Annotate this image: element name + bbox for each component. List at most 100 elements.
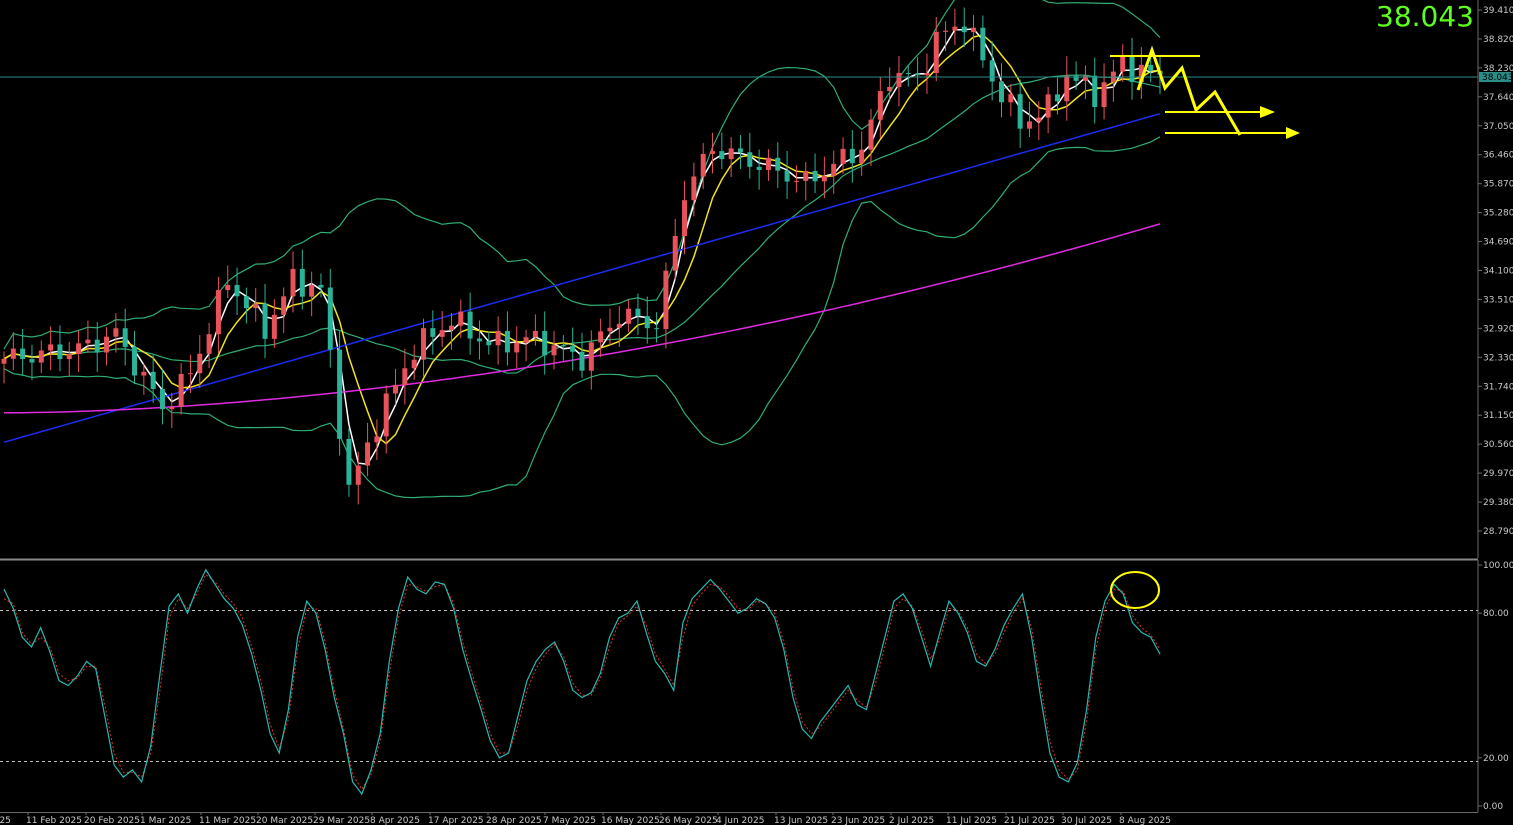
candle-body	[309, 284, 315, 297]
stochastic-panel[interactable]: 100.00 80.00 20.00 0.00	[0, 560, 1513, 812]
date-label: 13 Jun 2025	[774, 816, 828, 825]
price-tick-label: 33.510	[1483, 295, 1513, 305]
ma-slow-line	[3, 112, 1161, 443]
candle-body	[691, 176, 697, 201]
date-label: 11 Mar 2025	[199, 816, 256, 825]
yellow-annotations	[1110, 45, 1300, 139]
candle-body	[187, 373, 193, 375]
price-tick-label: 35.280	[1483, 209, 1513, 219]
candle-body	[654, 328, 660, 330]
date-label: 2025	[0, 816, 11, 825]
date-label: 30 Jul 2025	[1061, 816, 1112, 825]
date-label: 23 Jun 2025	[831, 816, 885, 825]
candle-body	[682, 200, 688, 236]
candlesticks	[1, 7, 1163, 505]
candle-body	[421, 328, 427, 360]
price-tick-label: 34.100	[1483, 267, 1513, 277]
candle-body	[644, 316, 650, 329]
candle-body	[672, 235, 678, 271]
candle-body	[952, 26, 958, 31]
price-tick-label: 38.820	[1483, 35, 1513, 45]
candle-body	[523, 337, 529, 343]
price-axis-ticks: 39.410 38.820 38.230 37.640 37.050 36.460 35.8…	[1478, 6, 1513, 537]
candle-body	[393, 384, 399, 394]
candle-body	[76, 343, 82, 354]
price-tick-label: 32.920	[1483, 324, 1513, 334]
candle-body	[626, 308, 632, 324]
candle-body	[486, 341, 492, 346]
candle-body	[700, 153, 706, 177]
candle-body	[178, 373, 184, 407]
candle-body	[253, 303, 259, 309]
candle-body	[402, 368, 408, 385]
candle-body	[877, 91, 883, 120]
candle-body	[747, 152, 753, 167]
bollinger-lower	[3, 136, 1161, 499]
candle-body	[337, 349, 343, 439]
stoch-tick-label: 100.00	[1483, 561, 1513, 571]
candle-body	[943, 30, 949, 32]
candle-body	[243, 296, 249, 309]
candle-body	[840, 148, 846, 164]
candle-body	[663, 270, 669, 330]
candle-body	[514, 342, 520, 353]
candle-body	[150, 371, 156, 390]
candle-body	[439, 330, 445, 337]
candle-body	[1026, 121, 1032, 129]
price-tick-label: 38.230	[1483, 64, 1513, 74]
candle-body	[775, 157, 781, 171]
date-label: 8 Apr 2025	[370, 816, 420, 825]
price-tick-label: 37.640	[1483, 93, 1513, 103]
candle-body	[1008, 94, 1014, 103]
price-tick-label: 31.740	[1483, 382, 1513, 392]
candle-body	[831, 163, 837, 177]
candle-body	[915, 73, 921, 76]
date-label: 20 Mar 2025	[256, 816, 313, 825]
candle-body	[821, 176, 827, 182]
candle-body	[374, 436, 380, 443]
price-tick-label: 30.560	[1483, 440, 1513, 450]
current-price-tag: 38.043	[1479, 72, 1513, 83]
price-tick-label: 35.870	[1483, 180, 1513, 190]
candle-body	[560, 345, 566, 347]
candle-body	[579, 351, 585, 371]
candle-body	[346, 438, 352, 485]
candle-body	[728, 148, 734, 160]
date-label: 7 May 2025	[543, 816, 596, 825]
candle-body	[355, 465, 361, 485]
candle-body	[793, 180, 799, 182]
candle-body	[803, 170, 809, 181]
price-panel[interactable]: 39.410 38.820 38.230 37.640 37.050 36.460 35.8…	[0, 0, 1513, 558]
date-label: 21 Jul 2025	[1004, 816, 1055, 825]
candle-body	[85, 339, 91, 344]
date-label: 11 Feb 2025	[26, 816, 82, 825]
candle-body	[290, 268, 296, 297]
date-label: 28 Apr 2025	[486, 816, 542, 825]
candle-body	[104, 336, 110, 353]
candle-body	[94, 339, 100, 353]
candle-body	[38, 350, 44, 363]
candle-body	[169, 406, 175, 410]
price-tag-label: 38.043	[1482, 73, 1513, 83]
candle-body	[551, 345, 557, 356]
candle-body	[924, 73, 930, 76]
candle-body	[234, 284, 240, 297]
date-label: 11 Jul 2025	[946, 816, 997, 825]
date-label: 2 Jul 2025	[889, 816, 934, 825]
target-arrow-2-head	[1286, 127, 1300, 139]
candle-body	[1148, 64, 1154, 71]
candle-body	[570, 345, 576, 352]
candle-body	[999, 81, 1005, 103]
price-tick-label: 31.150	[1483, 411, 1513, 421]
stoch-tick-label: 0.00	[1483, 802, 1503, 812]
date-label: 4 Jun 2025	[716, 816, 764, 825]
candle-body	[215, 290, 221, 335]
date-label: 16 May 2025	[601, 816, 660, 825]
date-label: 20 Feb 2025	[84, 816, 140, 825]
candle-body	[1129, 57, 1135, 83]
candle-body	[1036, 117, 1042, 122]
candle-body	[113, 328, 119, 337]
candle-body	[905, 72, 911, 74]
